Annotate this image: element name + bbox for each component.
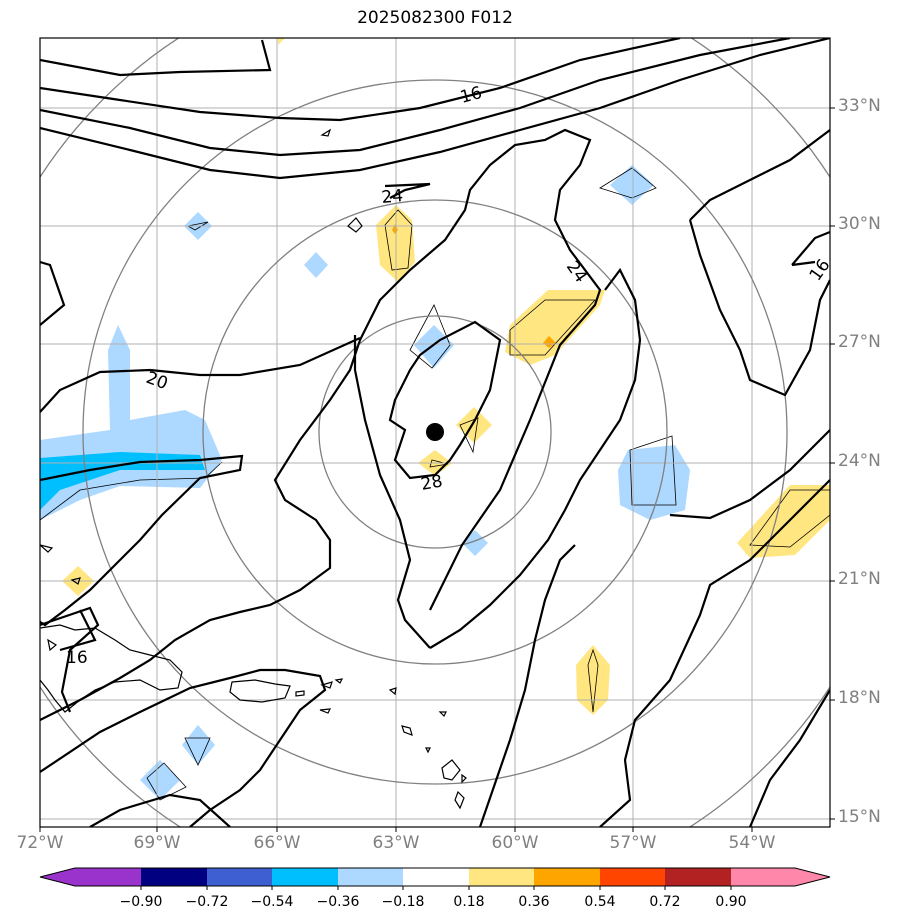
colorbar-label: 0.90 xyxy=(715,894,747,910)
colorbar-label: 0.72 xyxy=(649,894,681,910)
lon-label: 57°W xyxy=(609,833,657,853)
colorbar-label: 0.18 xyxy=(453,894,485,910)
lat-label: 24°N xyxy=(838,451,881,471)
lat-label: 18°N xyxy=(838,688,881,708)
contour-label: 24 xyxy=(381,186,404,208)
lon-label: 54°W xyxy=(728,833,776,853)
colorbar-label: −0.54 xyxy=(250,894,294,910)
thickness-contours xyxy=(40,38,830,827)
lat-label: 27°N xyxy=(838,332,881,352)
colorbar-label: 0.36 xyxy=(518,894,550,910)
contour-label: 28 xyxy=(419,471,444,494)
colorbar-label: −0.18 xyxy=(381,894,425,910)
lat-label: 33°N xyxy=(838,96,881,116)
colorbar-label: 0.54 xyxy=(584,894,616,910)
contour-label: 24 xyxy=(562,257,591,286)
lon-label: 63°W xyxy=(372,833,420,853)
lat-lon-grid xyxy=(40,38,830,827)
colorbar-label: −0.90 xyxy=(119,894,163,910)
lat-label: 30°N xyxy=(838,214,881,234)
lat-label: 21°N xyxy=(838,569,881,589)
colorbar xyxy=(39,867,831,890)
range-rings xyxy=(40,38,830,827)
map-title: 2025082300 F012 xyxy=(357,8,513,28)
lon-label: 69°W xyxy=(133,833,181,853)
lat-label: 15°N xyxy=(838,807,881,827)
colorbar-label: −0.72 xyxy=(185,894,229,910)
colorbar-label: −0.36 xyxy=(316,894,360,910)
lon-label: 66°W xyxy=(253,833,301,853)
lon-label: 60°W xyxy=(491,833,539,853)
storm-center-marker xyxy=(426,423,444,441)
lon-label: 72°W xyxy=(16,833,64,853)
contour-label: 16 xyxy=(66,648,88,668)
map-frame xyxy=(39,37,831,828)
contour-label: 16 xyxy=(458,83,484,108)
